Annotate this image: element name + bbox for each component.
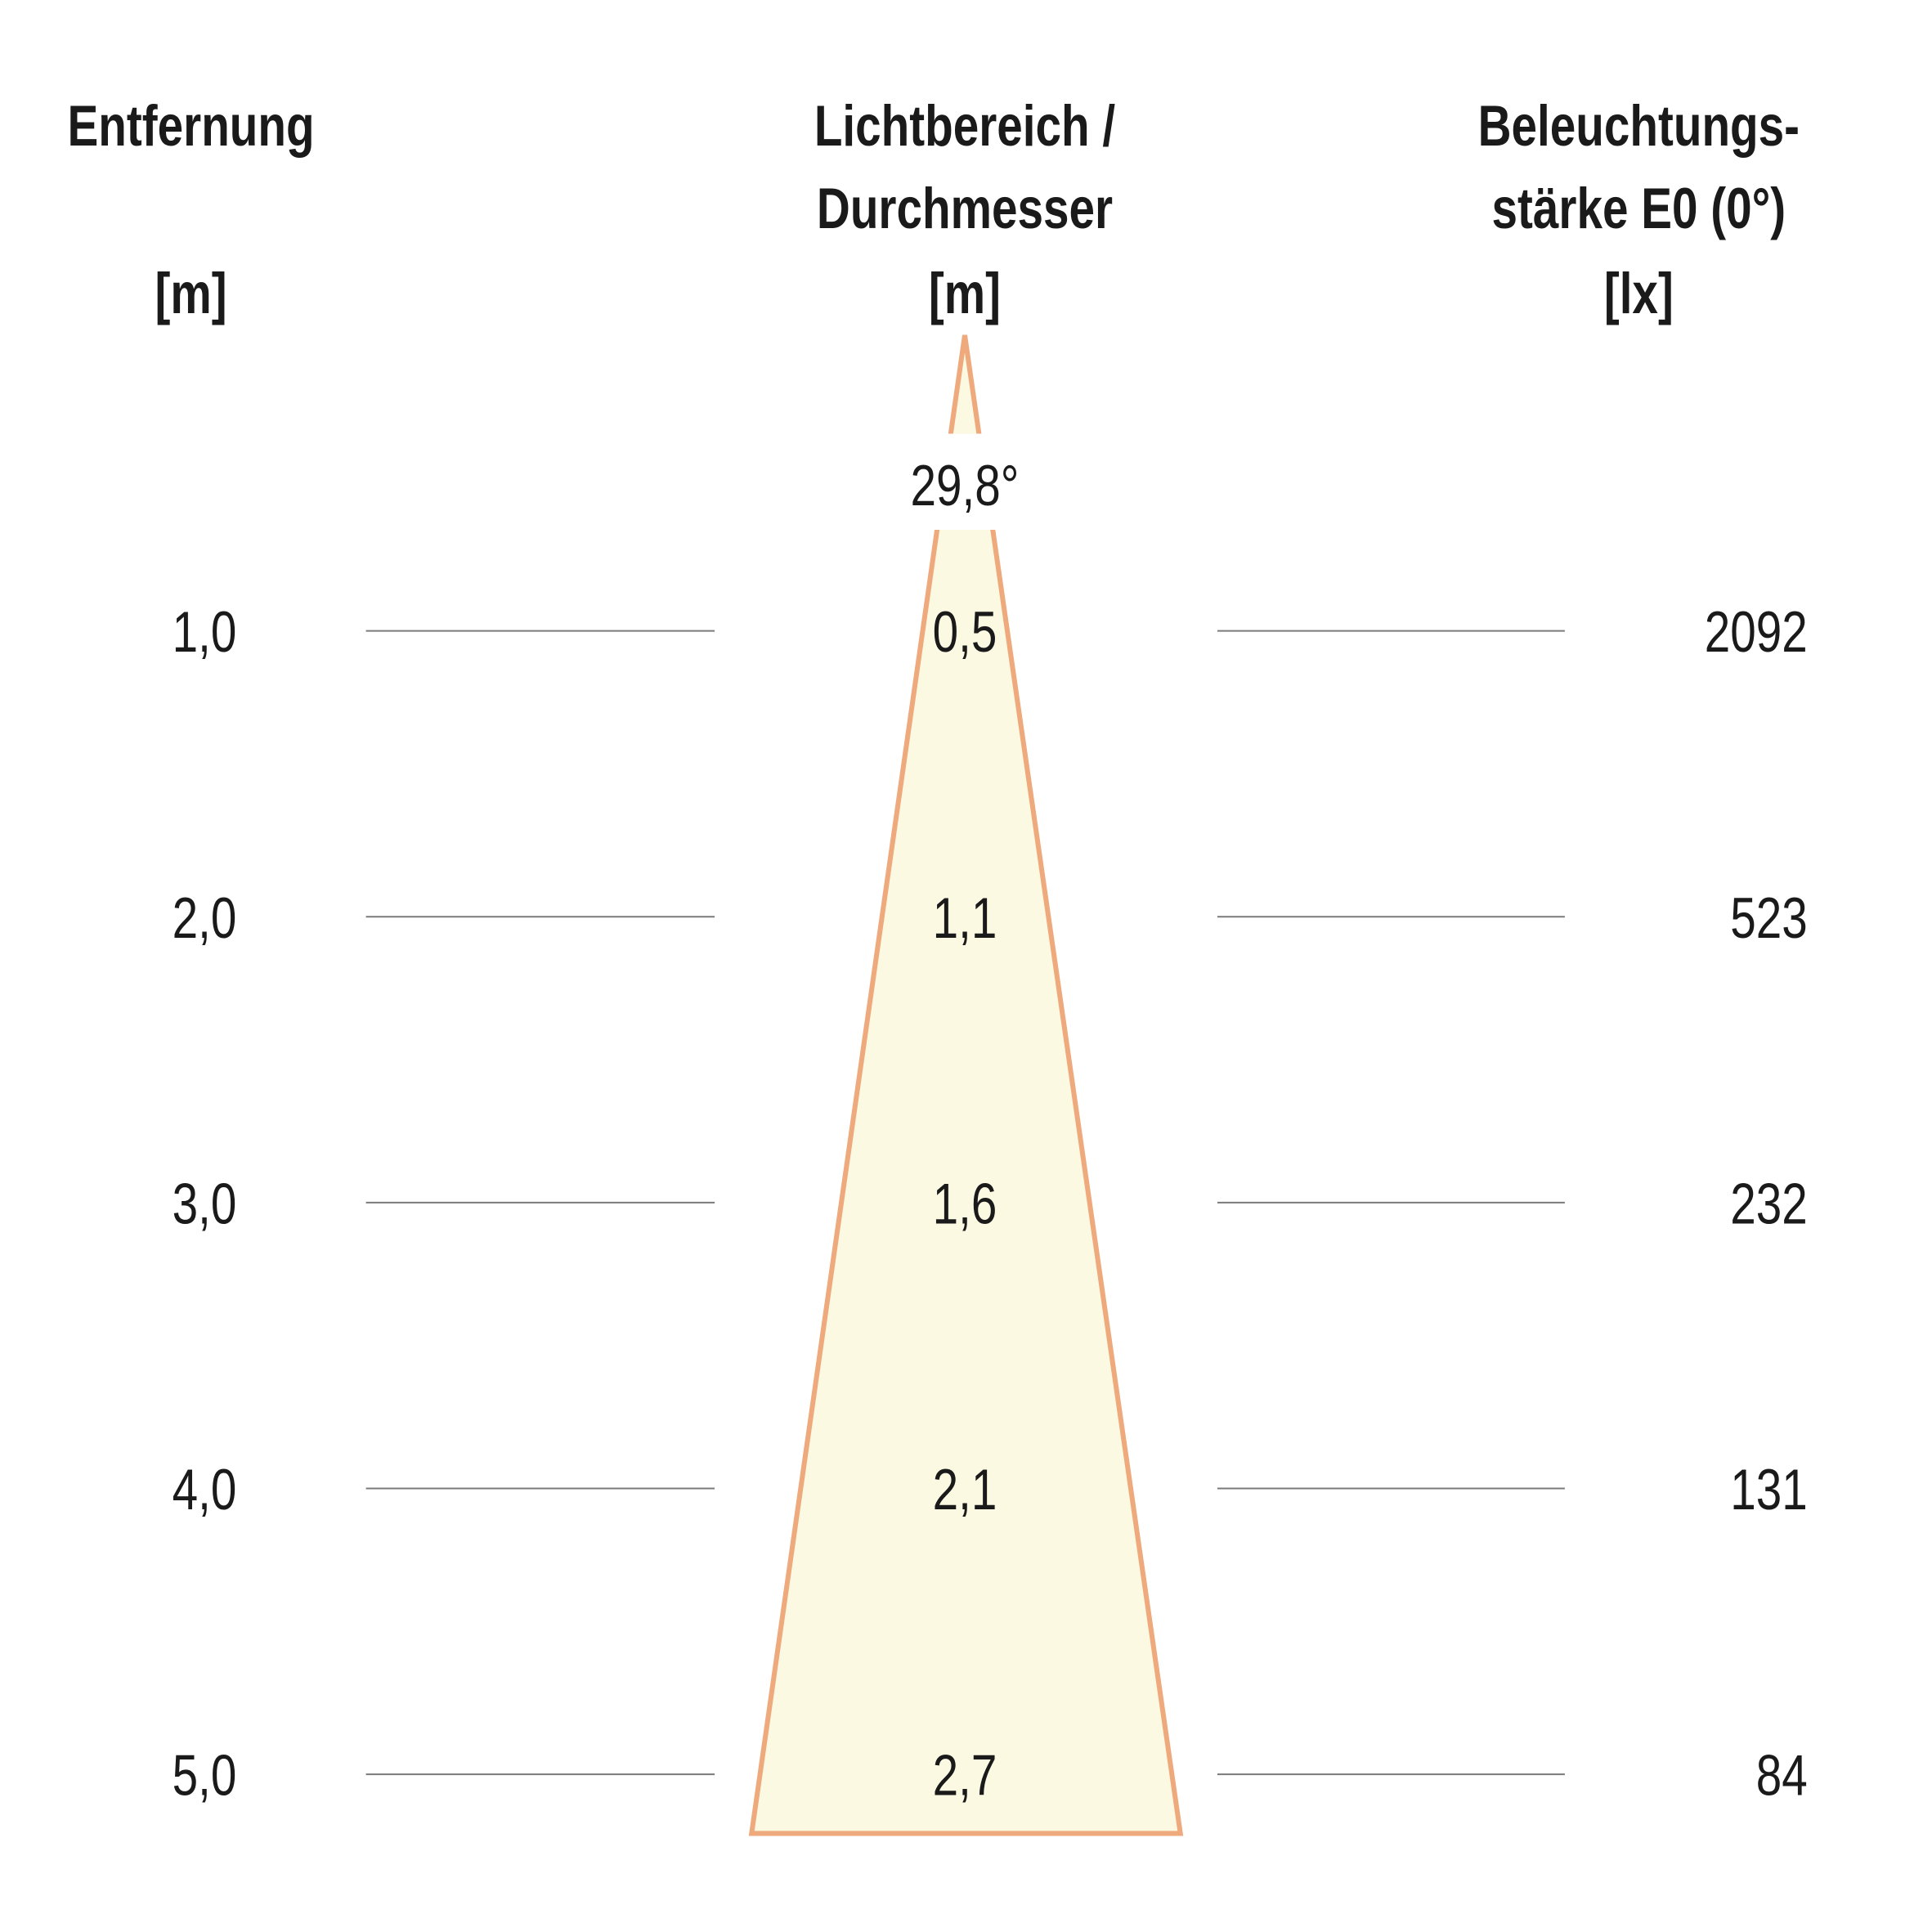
header-diameter-unit: [m]	[929, 261, 1001, 326]
illuminance-value: 2092	[1705, 599, 1808, 665]
diameter-value: 2,7	[933, 1743, 997, 1809]
illuminance-value: 84	[1756, 1743, 1808, 1809]
light-cone	[748, 334, 1184, 1836]
header-diameter: Lichtbereich /	[814, 93, 1115, 159]
distance-value: 2,0	[173, 885, 237, 951]
distance-value: 1,0	[173, 599, 237, 665]
distance-value: 5,0	[173, 1743, 237, 1809]
header-illuminance: Beleuchtungs-	[1478, 93, 1800, 159]
diameter-value: 0,5	[933, 599, 997, 665]
header-distance: Entfernung	[68, 93, 315, 159]
header-distance-unit: [m]	[155, 261, 227, 326]
illuminance-value: 523	[1730, 885, 1808, 951]
diameter-value: 1,6	[933, 1171, 997, 1236]
illuminance-value: 131	[1730, 1457, 1808, 1522]
header-illuminance-line2: stärke E0 (0°)	[1492, 176, 1786, 241]
angle-label-gap	[912, 433, 1018, 531]
header-diameter-line2: Durchmesser	[817, 176, 1113, 241]
header-illuminance-unit: [lx]	[1604, 261, 1674, 326]
diameter-value: 1,1	[933, 885, 997, 951]
distance-value: 3,0	[173, 1171, 237, 1236]
distance-value: 4,0	[173, 1457, 237, 1522]
illuminance-value: 232	[1730, 1171, 1808, 1236]
beam-angle-label: 29,8°	[911, 453, 1020, 518]
diameter-value: 2,1	[933, 1457, 997, 1522]
